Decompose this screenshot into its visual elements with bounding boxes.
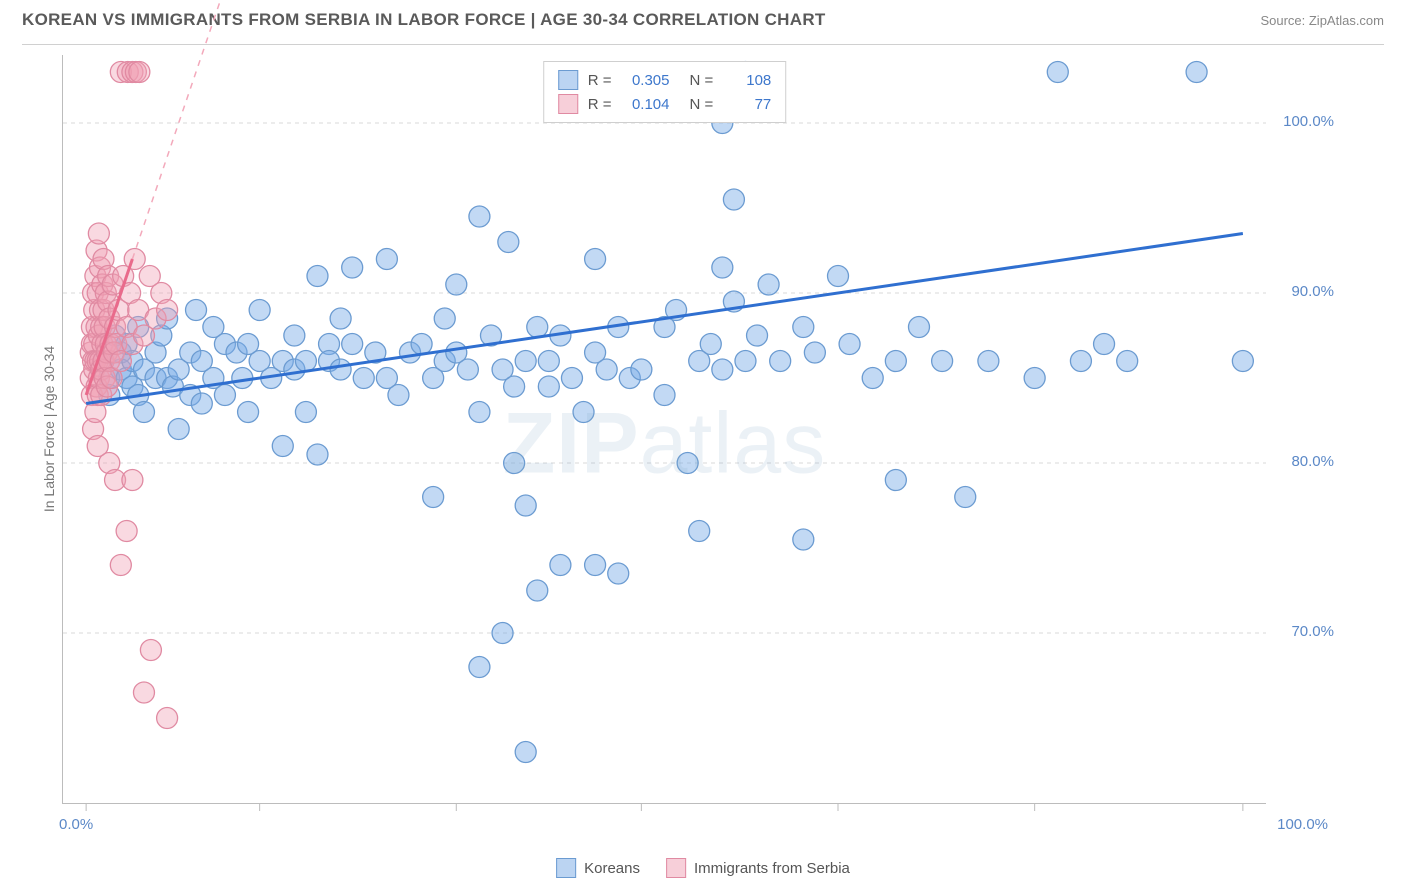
- r-value: 0.104: [622, 96, 670, 113]
- series-legend-item: Immigrants from Serbia: [666, 858, 850, 878]
- r-value: 0.305: [622, 72, 670, 89]
- y-tick-label: 90.0%: [1291, 283, 1334, 300]
- source-prefix: Source:: [1260, 13, 1308, 28]
- legend-label: Immigrants from Serbia: [694, 860, 850, 877]
- r-label: R =: [588, 96, 612, 113]
- n-value: 77: [723, 96, 771, 113]
- chart-title: KOREAN VS IMMIGRANTS FROM SERBIA IN LABO…: [22, 10, 826, 30]
- chart-area: In Labor Force | Age 30-34 ZIPatlas R =0…: [22, 44, 1384, 844]
- legend-stat-row: R = 0.305 N = 108: [558, 68, 772, 92]
- x-tick-label: 100.0%: [1277, 816, 1328, 833]
- series-legend-item: Koreans: [556, 858, 640, 878]
- n-value: 108: [723, 72, 771, 89]
- y-tick-label: 100.0%: [1283, 113, 1334, 130]
- x-tick-label: 0.0%: [59, 816, 93, 833]
- r-label: R =: [588, 72, 612, 89]
- y-tick-label: 70.0%: [1291, 623, 1334, 640]
- plot-svg: [63, 55, 1266, 803]
- plot-area: In Labor Force | Age 30-34 ZIPatlas R =0…: [62, 55, 1266, 804]
- legend-stat-row: R = 0.104 N = 77: [558, 92, 772, 116]
- y-axis-label: In Labor Force | Age 30-34: [41, 346, 57, 512]
- series-legend: Koreans Immigrants from Serbia: [556, 858, 850, 878]
- n-label: N =: [690, 96, 714, 113]
- legend-swatch: [556, 858, 576, 878]
- source: Source: ZipAtlas.com: [1260, 13, 1384, 28]
- legend-label: Koreans: [584, 860, 640, 877]
- legend-swatch: [558, 94, 578, 114]
- source-link[interactable]: ZipAtlas.com: [1309, 13, 1384, 28]
- header: KOREAN VS IMMIGRANTS FROM SERBIA IN LABO…: [0, 0, 1406, 38]
- legend-swatch: [558, 70, 578, 90]
- n-label: N =: [690, 72, 714, 89]
- legend-swatch: [666, 858, 686, 878]
- correlation-legend: R = 0.305 N = 108 R = 0.104 N = 77: [543, 61, 787, 123]
- y-tick-label: 80.0%: [1291, 453, 1334, 470]
